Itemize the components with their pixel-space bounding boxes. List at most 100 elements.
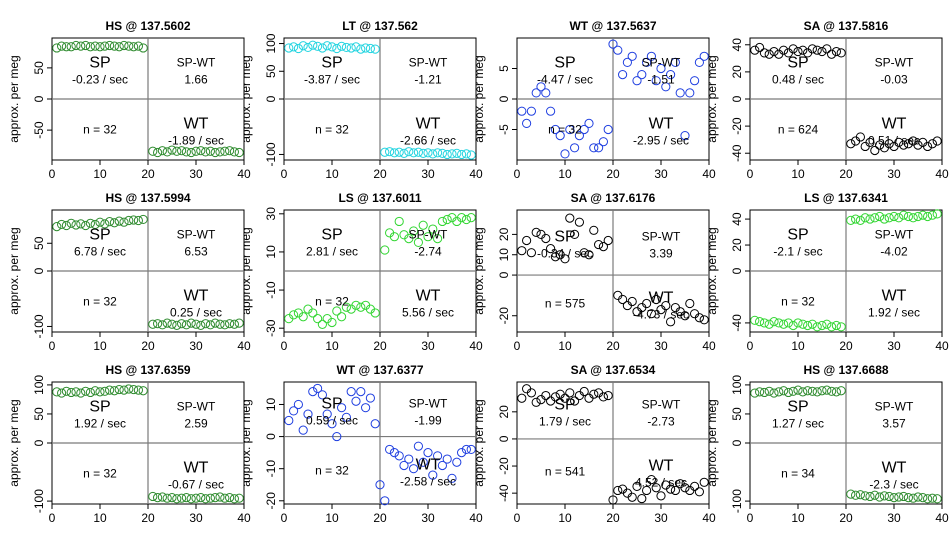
data-point: [831, 46, 842, 57]
data-point: [394, 451, 404, 461]
data-point: [234, 493, 244, 503]
x-tick-label: 10: [93, 339, 107, 353]
data-point: [317, 319, 327, 329]
sp-rate: -0.23 / sec: [72, 73, 128, 87]
data-point: [788, 44, 798, 54]
sp-rate: -2.1 / sec: [773, 245, 822, 259]
x-tick-label: 40: [469, 167, 483, 181]
data-point: [598, 137, 609, 147]
spwt-value: -1.51: [647, 73, 675, 87]
sample-count: n = 34: [781, 467, 815, 481]
x-tick-label: 40: [935, 167, 949, 181]
data-point: [637, 493, 647, 504]
data-point: [57, 219, 67, 230]
data-point: [332, 306, 342, 316]
wt-rate: 0.51 / sec: [868, 134, 920, 148]
sp-label: SP: [787, 227, 808, 244]
data-point: [651, 483, 661, 493]
data-point: [95, 217, 105, 227]
data-point: [457, 213, 467, 223]
data-point: [769, 388, 779, 398]
sp-label: SP: [321, 55, 342, 72]
y-tick-label: 50: [32, 61, 46, 75]
data-points: [52, 384, 244, 504]
data-point: [923, 141, 933, 152]
data-point: [827, 386, 837, 396]
data-point: [632, 481, 642, 491]
data-point: [138, 214, 148, 225]
data-point: [105, 385, 115, 395]
data-point: [894, 492, 904, 502]
data-point: [807, 319, 818, 329]
y-tick-label: 50: [730, 407, 744, 421]
data-point: [66, 387, 76, 398]
data-point: [90, 219, 100, 230]
data-point: [666, 484, 676, 494]
wt-rate: 4.52 / sec: [635, 475, 687, 489]
x-tick-label: 20: [606, 511, 620, 525]
chart-title: HS @ 137.5994: [105, 191, 190, 205]
data-point: [827, 322, 837, 332]
data-point: [589, 225, 599, 235]
data-point: [365, 43, 375, 54]
data-point: [61, 42, 72, 52]
x-tick-label: 10: [558, 167, 572, 181]
x-tick-label: 30: [654, 339, 668, 353]
data-point: [822, 319, 832, 329]
sample-count: n = 32: [315, 463, 349, 477]
data-point: [637, 70, 647, 80]
data-point: [298, 425, 308, 435]
data-point: [284, 415, 294, 426]
data-point: [172, 146, 182, 156]
sample-count: n = 541: [545, 464, 586, 478]
data-point: [66, 218, 76, 228]
data-point: [433, 233, 443, 244]
data-point: [133, 385, 143, 395]
data-point: [100, 41, 110, 51]
data-point: [196, 320, 206, 330]
data-point: [337, 312, 347, 322]
data-point: [404, 147, 414, 157]
data-point: [913, 492, 923, 502]
x-tick-label: 30: [654, 511, 668, 525]
data-point: [76, 41, 86, 51]
data-point: [423, 448, 433, 458]
wt-label: WT: [649, 290, 674, 307]
data-point: [750, 315, 760, 325]
spwt-value: 6.53: [184, 245, 208, 259]
data-point: [205, 146, 215, 156]
data-point: [308, 40, 318, 50]
data-point: [803, 320, 813, 331]
sp-rate: -3.87 / sec: [304, 73, 360, 87]
sample-count: n = 32: [315, 123, 349, 137]
data-point: [284, 43, 294, 53]
data-point: [851, 490, 861, 500]
wt-label: WT: [184, 116, 209, 133]
spwt-label: SP-WT: [875, 400, 914, 414]
sample-count: n = 32: [83, 467, 117, 481]
data-point: [598, 392, 609, 402]
y-tick-label: 0: [497, 95, 511, 102]
data-point: [394, 147, 404, 157]
data-point: [124, 384, 134, 394]
data-point: [870, 213, 880, 223]
data-point: [908, 493, 918, 503]
data-point: [622, 57, 633, 68]
data-point: [889, 493, 899, 503]
y-axis-label: approx. per meg: [472, 55, 486, 142]
data-point: [651, 76, 661, 86]
data-point: [694, 57, 705, 68]
y-axis-label: approx. per meg: [472, 227, 486, 314]
data-point: [332, 43, 342, 54]
data-point: [129, 215, 139, 225]
chart-title: SA @ 137.6176: [571, 191, 656, 205]
data-point: [642, 485, 652, 496]
spwt-value: -0.03: [880, 73, 908, 87]
data-point: [327, 419, 337, 429]
data-point: [186, 147, 196, 158]
spwt-label: SP-WT: [642, 397, 681, 411]
data-point: [764, 49, 774, 59]
data-point: [361, 43, 371, 53]
chart-panel: LS @ 137.6011 approx. per meg 0 10 20 30 40 -30…: [239, 191, 483, 353]
data-point: [851, 214, 861, 224]
